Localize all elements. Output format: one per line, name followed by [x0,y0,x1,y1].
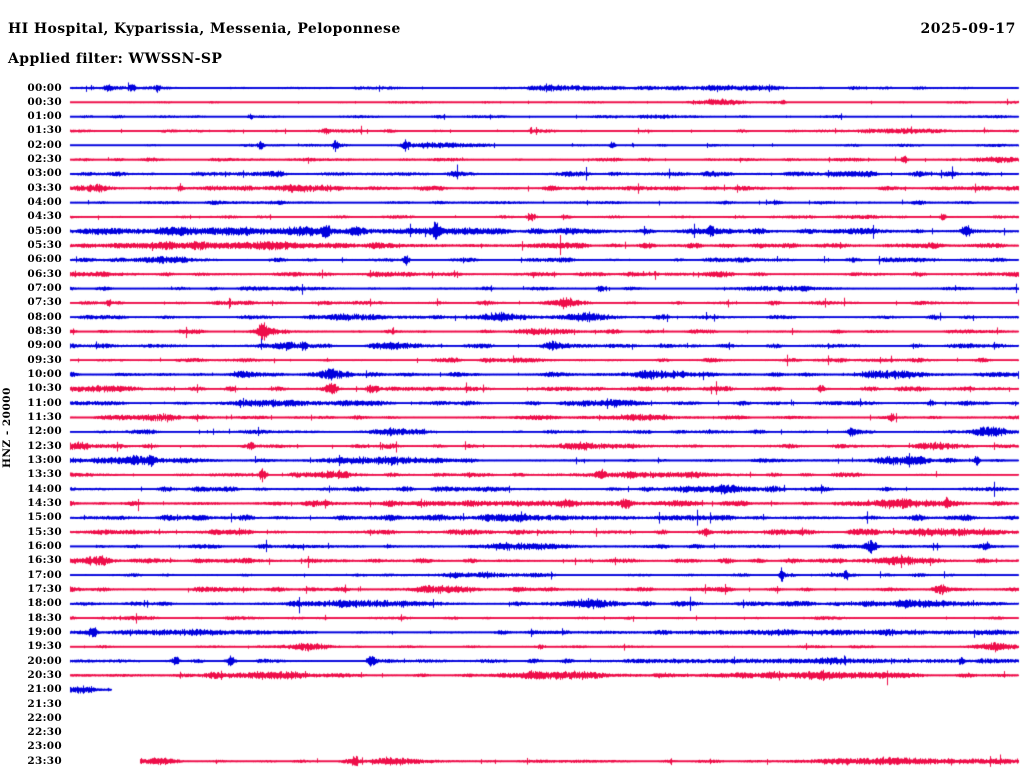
time-label: 08:00 [27,310,62,323]
time-label: 23:00 [27,740,62,753]
time-label: 00:00 [27,81,62,94]
time-label: 02:00 [27,138,62,151]
time-label: 13:00 [27,453,62,466]
time-label: 18:30 [27,611,62,624]
time-label: 12:30 [27,439,62,452]
time-label: 16:00 [27,539,62,552]
time-label: 20:00 [27,654,62,667]
time-label: 05:30 [27,239,62,252]
time-label: 13:30 [27,468,62,481]
time-label: 00:30 [27,95,62,108]
time-label: 21:00 [27,683,62,696]
time-label: 22:00 [27,711,62,724]
time-label: 17:30 [27,582,62,595]
time-label: 21:30 [27,697,62,710]
time-label: 19:00 [27,625,62,638]
time-label: 05:00 [27,224,62,237]
time-label: 14:00 [27,482,62,495]
time-label: 11:00 [27,396,62,409]
time-label: 18:00 [27,597,62,610]
time-label: 20:30 [27,668,62,681]
applied-filter-label: Applied filter: WWSSN-SP [8,51,223,67]
time-label: 09:00 [27,339,62,352]
time-label: 06:00 [27,253,62,266]
time-label: 12:00 [27,425,62,438]
time-label: 16:30 [27,554,62,567]
time-label: 10:00 [27,368,62,381]
time-label: 17:00 [27,568,62,581]
time-label: 10:30 [27,382,62,395]
time-label: 01:30 [27,124,62,137]
time-label: 04:00 [27,196,62,209]
date-label: 2025-09-17 [920,21,1016,37]
time-label: 03:00 [27,167,62,180]
time-label: 06:30 [27,267,62,280]
time-label: 15:00 [27,511,62,524]
time-label: 23:30 [27,754,62,767]
time-label: 08:30 [27,325,62,338]
time-label: 22:30 [27,726,62,739]
time-label: 07:30 [27,296,62,309]
time-label: 03:30 [27,181,62,194]
channel-scale-label: HNZ - 20000 [1,387,13,469]
time-label: 19:30 [27,640,62,653]
time-label: 07:00 [27,282,62,295]
station-title: HI Hospital, Kyparissia, Messenia, Pelop… [8,21,401,37]
time-label: 02:30 [27,153,62,166]
time-label: 15:30 [27,525,62,538]
time-label: 01:00 [27,110,62,123]
time-label: 09:30 [27,353,62,366]
time-label: 11:30 [27,410,62,423]
time-label: 14:30 [27,496,62,509]
time-label: 04:30 [27,210,62,223]
